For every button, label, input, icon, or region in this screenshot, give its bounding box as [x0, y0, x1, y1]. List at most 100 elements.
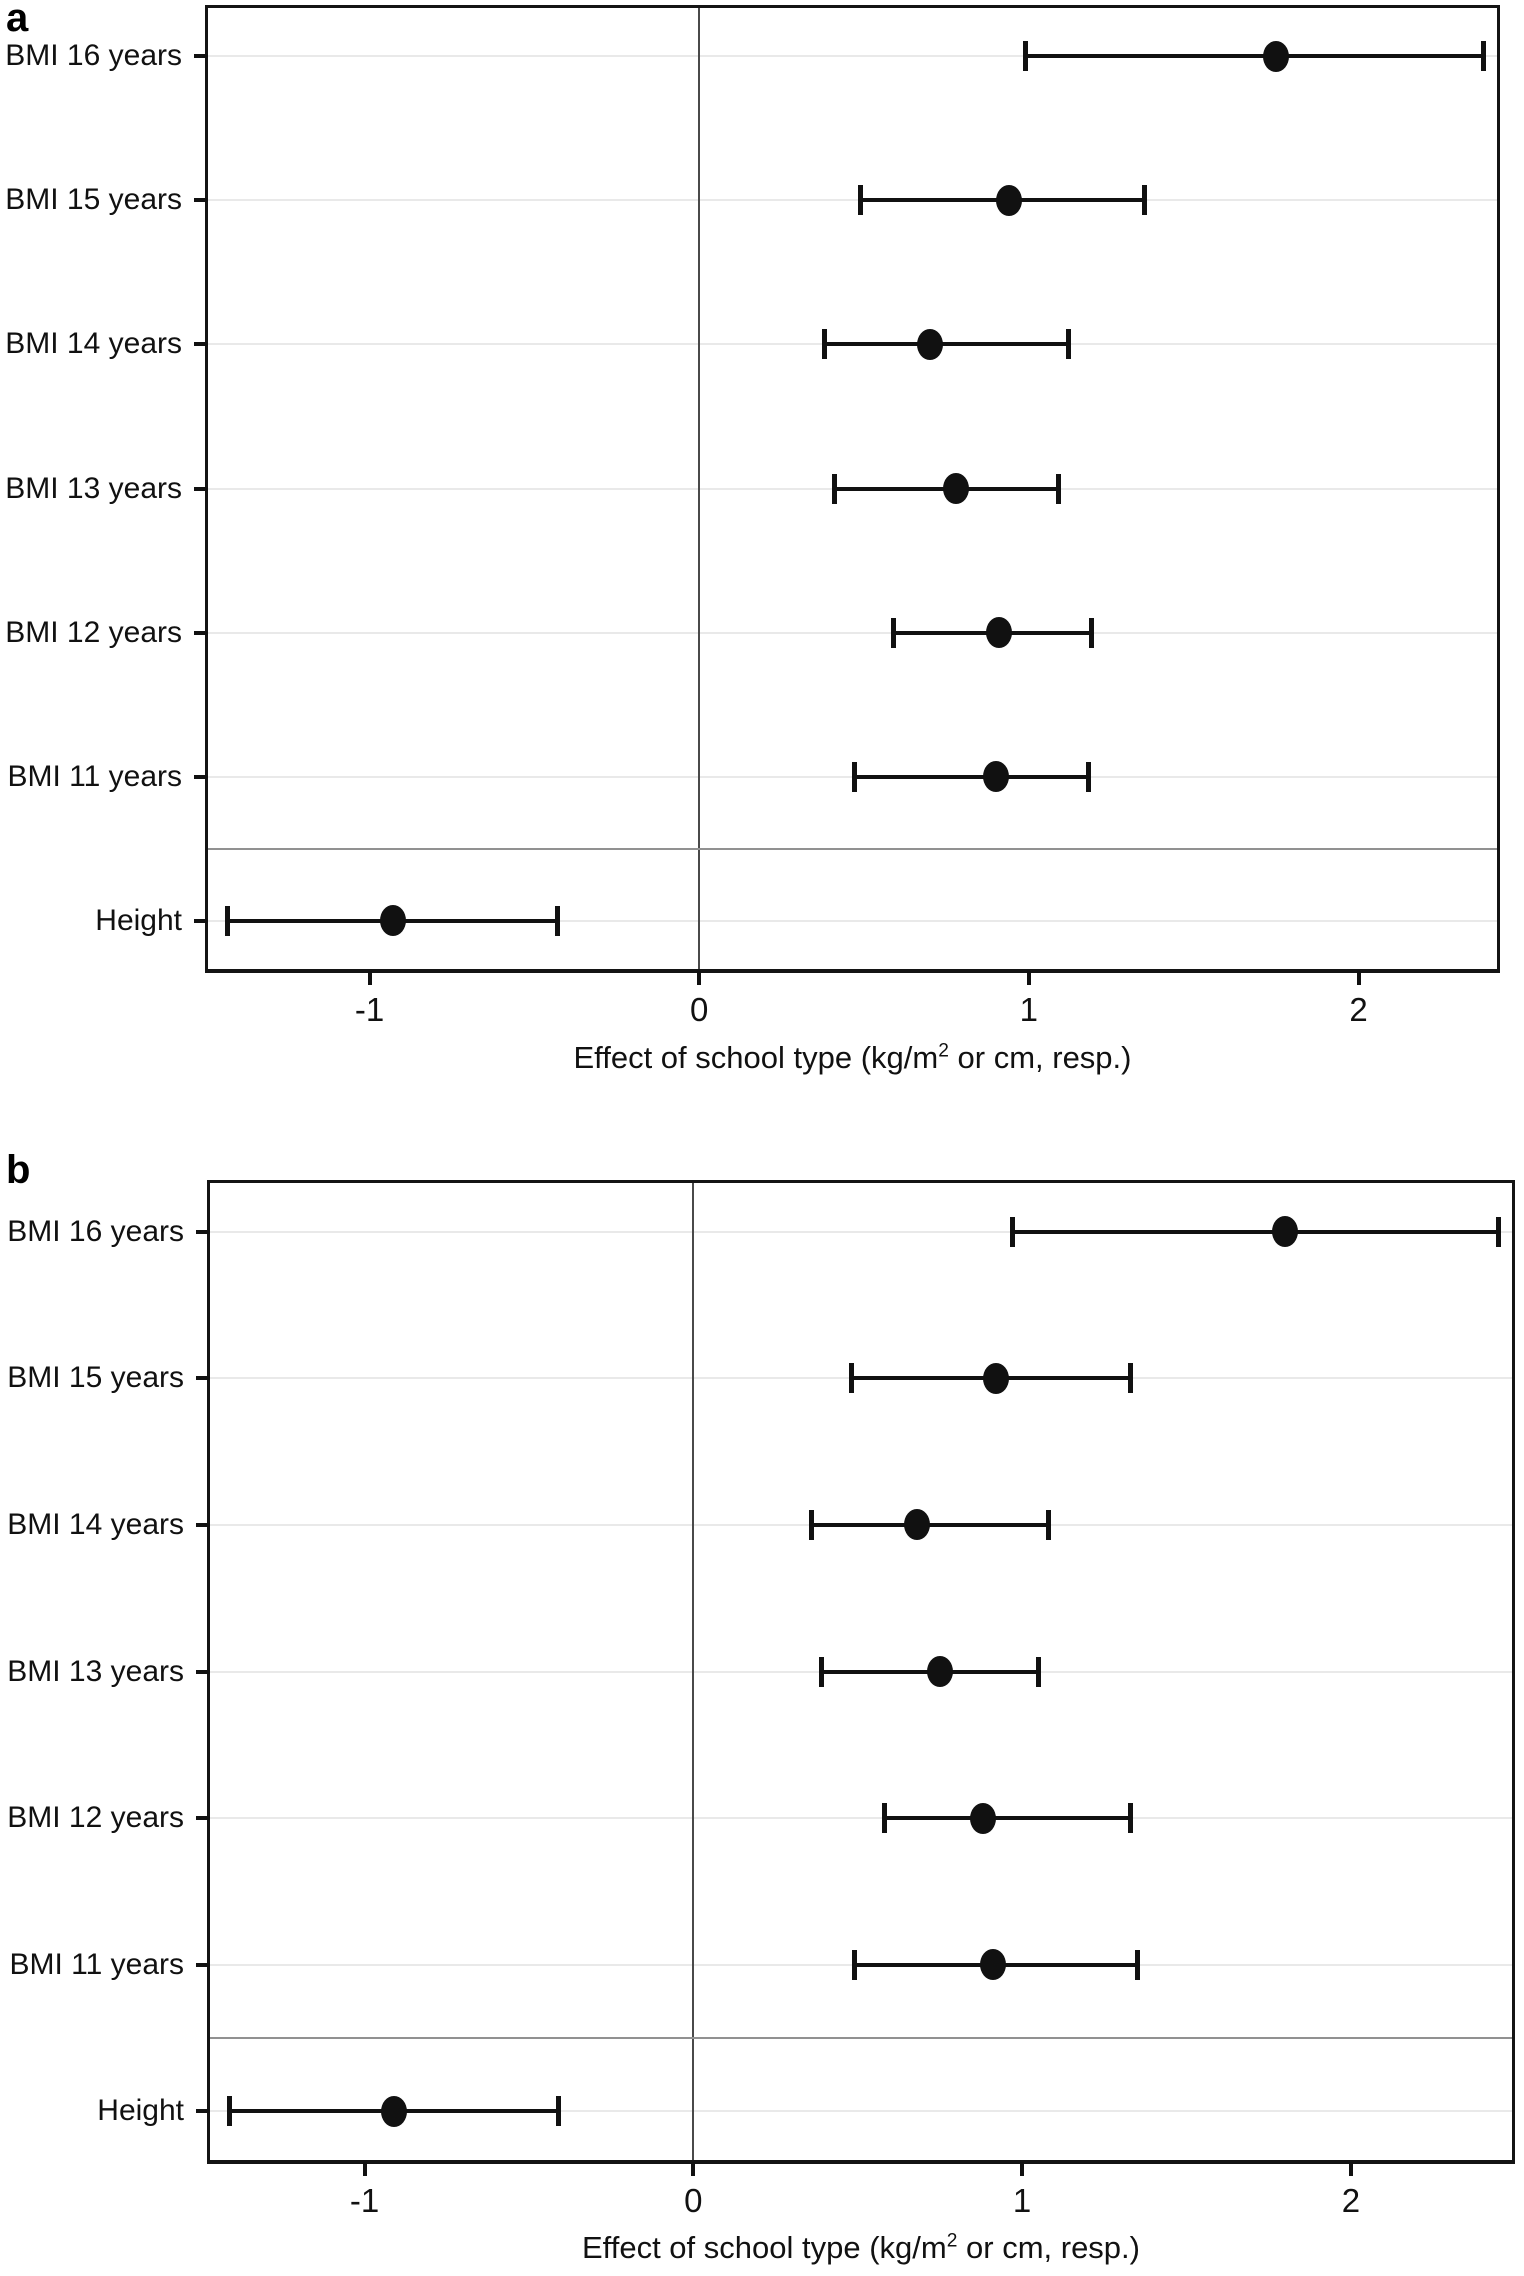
- x-axis-label-text: Effect of school type (kg/m: [582, 2230, 947, 2265]
- ci-cap-low: [851, 1949, 857, 1980]
- ci-cap-high: [1496, 1216, 1502, 1247]
- plot-area: [205, 5, 1500, 973]
- x-axis-tick-label: -1: [349, 2182, 380, 2219]
- gridline: [210, 2110, 1512, 2113]
- y-axis-label: BMI 11 years: [9, 1947, 184, 1981]
- y-axis-label: BMI 13 years: [5, 471, 182, 505]
- y-axis-label: Height: [97, 2094, 184, 2128]
- ci-cap-high: [1141, 185, 1147, 216]
- x-axis-label-text: Effect of school type (kg/m: [573, 1040, 939, 1075]
- ci-cap-high: [1065, 329, 1071, 360]
- point-estimate: [379, 905, 406, 937]
- error-bar: [1012, 1229, 1499, 1234]
- point-estimate: [926, 1656, 953, 1687]
- point-estimate: [986, 617, 1013, 649]
- gridline: [208, 199, 1497, 202]
- x-axis-tick-label: 1: [1019, 991, 1039, 1028]
- ci-cap-high: [554, 905, 560, 936]
- y-axis-tick: [196, 1522, 210, 1527]
- y-axis-label: BMI 14 years: [5, 327, 182, 361]
- point-estimate: [903, 1509, 930, 1541]
- x-axis-tick: [697, 971, 702, 985]
- y-axis-tick: [194, 54, 208, 59]
- panel-b-label: b: [6, 1148, 31, 1192]
- gridline: [208, 631, 1497, 634]
- zero-line: [698, 8, 701, 969]
- y-axis-tick: [194, 630, 208, 635]
- y-axis-label: BMI 16 years: [7, 1214, 184, 1248]
- x-axis-label-superscript: 2: [938, 1040, 949, 1062]
- y-axis-tick: [196, 1962, 210, 1967]
- ci-cap-low: [809, 1509, 815, 1540]
- ci-cap-low: [1023, 41, 1029, 72]
- gridline: [210, 1230, 1512, 1233]
- y-axis-tick: [196, 1816, 210, 1821]
- ci-cap-high: [1036, 1656, 1042, 1687]
- point-estimate: [943, 473, 970, 504]
- point-estimate: [979, 1949, 1006, 1981]
- ci-cap-high: [1089, 617, 1094, 648]
- plot-area: [207, 1180, 1515, 2164]
- x-axis-tick-label: -1: [354, 991, 385, 1028]
- y-axis-tick: [194, 198, 208, 203]
- y-axis-label: Height: [95, 903, 182, 937]
- x-axis-tick: [362, 2162, 367, 2176]
- ci-cap-low: [227, 2096, 233, 2127]
- x-axis-tick-label: 1: [1012, 2182, 1032, 2219]
- ci-cap-low: [858, 185, 864, 216]
- separator-line: [208, 847, 1497, 850]
- y-axis-label: BMI 12 years: [5, 615, 182, 649]
- x-axis-label-text-end: or cm, resp.): [957, 2230, 1140, 2265]
- ci-cap-high: [556, 2096, 561, 2127]
- point-estimate: [969, 1802, 996, 1834]
- point-estimate: [916, 328, 943, 360]
- y-axis-tick: [194, 486, 208, 491]
- y-axis-tick: [196, 1376, 210, 1381]
- ci-cap-low: [1009, 1216, 1015, 1247]
- gridline: [208, 55, 1497, 58]
- x-axis-label: Effect of school type (kg/m2 or cm, resp…: [205, 1040, 1500, 1076]
- ci-cap-high: [1134, 1949, 1140, 1980]
- y-axis-label: BMI 15 years: [5, 183, 182, 217]
- x-axis-tick: [1348, 2162, 1353, 2176]
- y-axis-label: BMI 11 years: [7, 759, 182, 793]
- y-axis-tick: [196, 2109, 210, 2114]
- ci-cap-low: [891, 617, 897, 648]
- ci-cap-low: [848, 1363, 854, 1394]
- point-estimate: [982, 761, 1009, 793]
- y-axis-label: BMI 16 years: [5, 39, 182, 73]
- x-axis-tick: [1020, 2162, 1025, 2176]
- x-axis-tick: [367, 971, 372, 985]
- point-estimate: [1263, 40, 1290, 72]
- error-bar: [824, 342, 1069, 347]
- ci-cap-low: [851, 761, 857, 792]
- x-axis-tick: [1026, 971, 1031, 985]
- ci-cap-high: [1085, 761, 1091, 792]
- y-axis-tick: [194, 774, 208, 779]
- y-axis-label: BMI 14 years: [7, 1507, 184, 1541]
- x-axis-label: Effect of school type (kg/m2 or cm, resp…: [207, 2230, 1515, 2266]
- y-axis-tick: [194, 342, 208, 347]
- y-axis-label: BMI 12 years: [7, 1801, 184, 1835]
- point-estimate: [381, 2095, 408, 2127]
- ci-cap-low: [831, 473, 837, 504]
- error-bar: [811, 1522, 1049, 1527]
- gridline: [210, 1817, 1512, 1820]
- point-estimate: [982, 1362, 1009, 1394]
- x-axis-tick: [691, 2162, 696, 2176]
- y-axis-label: BMI 13 years: [7, 1654, 184, 1688]
- x-axis-tick-label: 0: [690, 991, 709, 1028]
- ci-cap-low: [819, 1656, 825, 1687]
- y-axis-tick: [194, 918, 208, 923]
- x-axis-tick-label: 0: [684, 2182, 703, 2219]
- error-bar: [884, 1816, 1131, 1821]
- ci-cap-high: [1128, 1363, 1134, 1394]
- ci-cap-low: [225, 905, 231, 936]
- x-axis-tick: [1356, 971, 1361, 985]
- point-estimate: [996, 184, 1023, 216]
- ci-cap-low: [881, 1803, 887, 1834]
- panel-a: a Effect of school type (kg/m2 or cm, re…: [5, 0, 1500, 1076]
- ci-cap-high: [1045, 1509, 1051, 1540]
- ci-cap-high: [1056, 473, 1062, 504]
